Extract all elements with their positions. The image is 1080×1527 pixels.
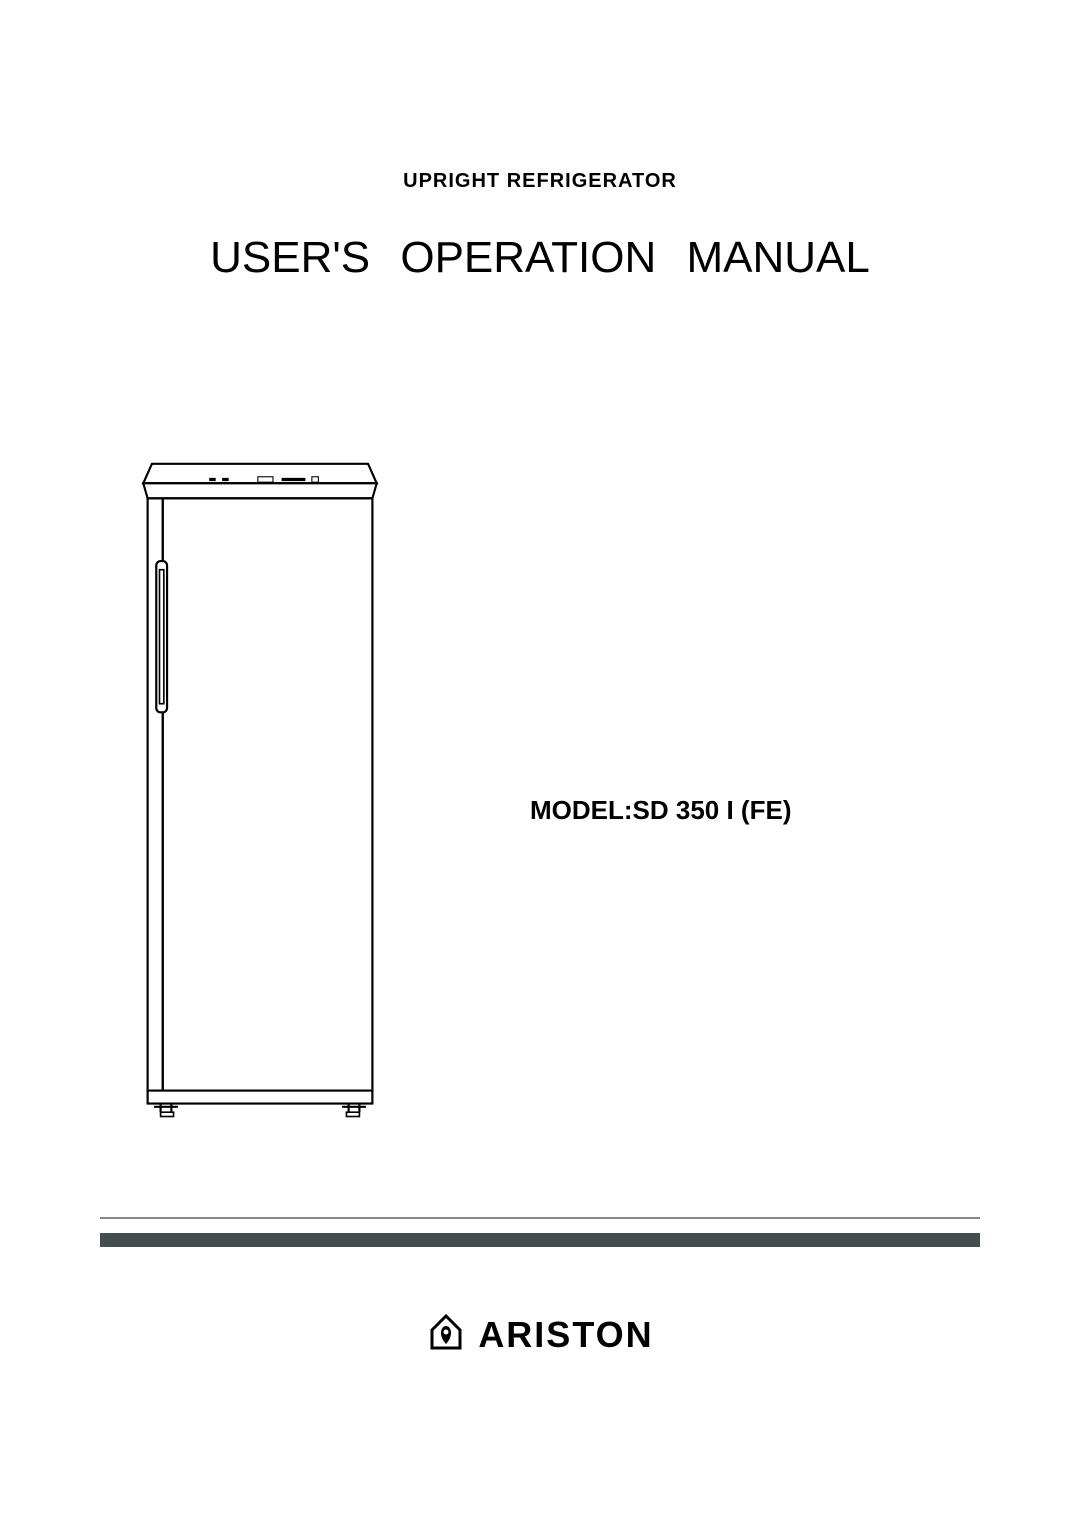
manual-cover-page: UPRIGHT REFRIGERATOR USER'S OPERATION MA…	[0, 0, 1080, 1527]
content-row: MODEL:SD 350 I (FE)	[100, 453, 980, 1128]
product-type-label: UPRIGHT REFRIGERATOR	[100, 170, 980, 193]
divider-thin	[100, 1217, 980, 1219]
house-icon	[426, 1312, 466, 1357]
divider-group	[100, 1217, 980, 1247]
refrigerator-illustration	[130, 453, 420, 1128]
page-title: USER'S OPERATION MANUAL	[100, 233, 980, 283]
divider-thick	[100, 1233, 980, 1247]
brand-logo: ARISTON	[0, 1312, 1080, 1357]
brand-name: ARISTON	[478, 1314, 653, 1356]
model-label: MODEL:SD 350 I (FE)	[530, 795, 791, 826]
